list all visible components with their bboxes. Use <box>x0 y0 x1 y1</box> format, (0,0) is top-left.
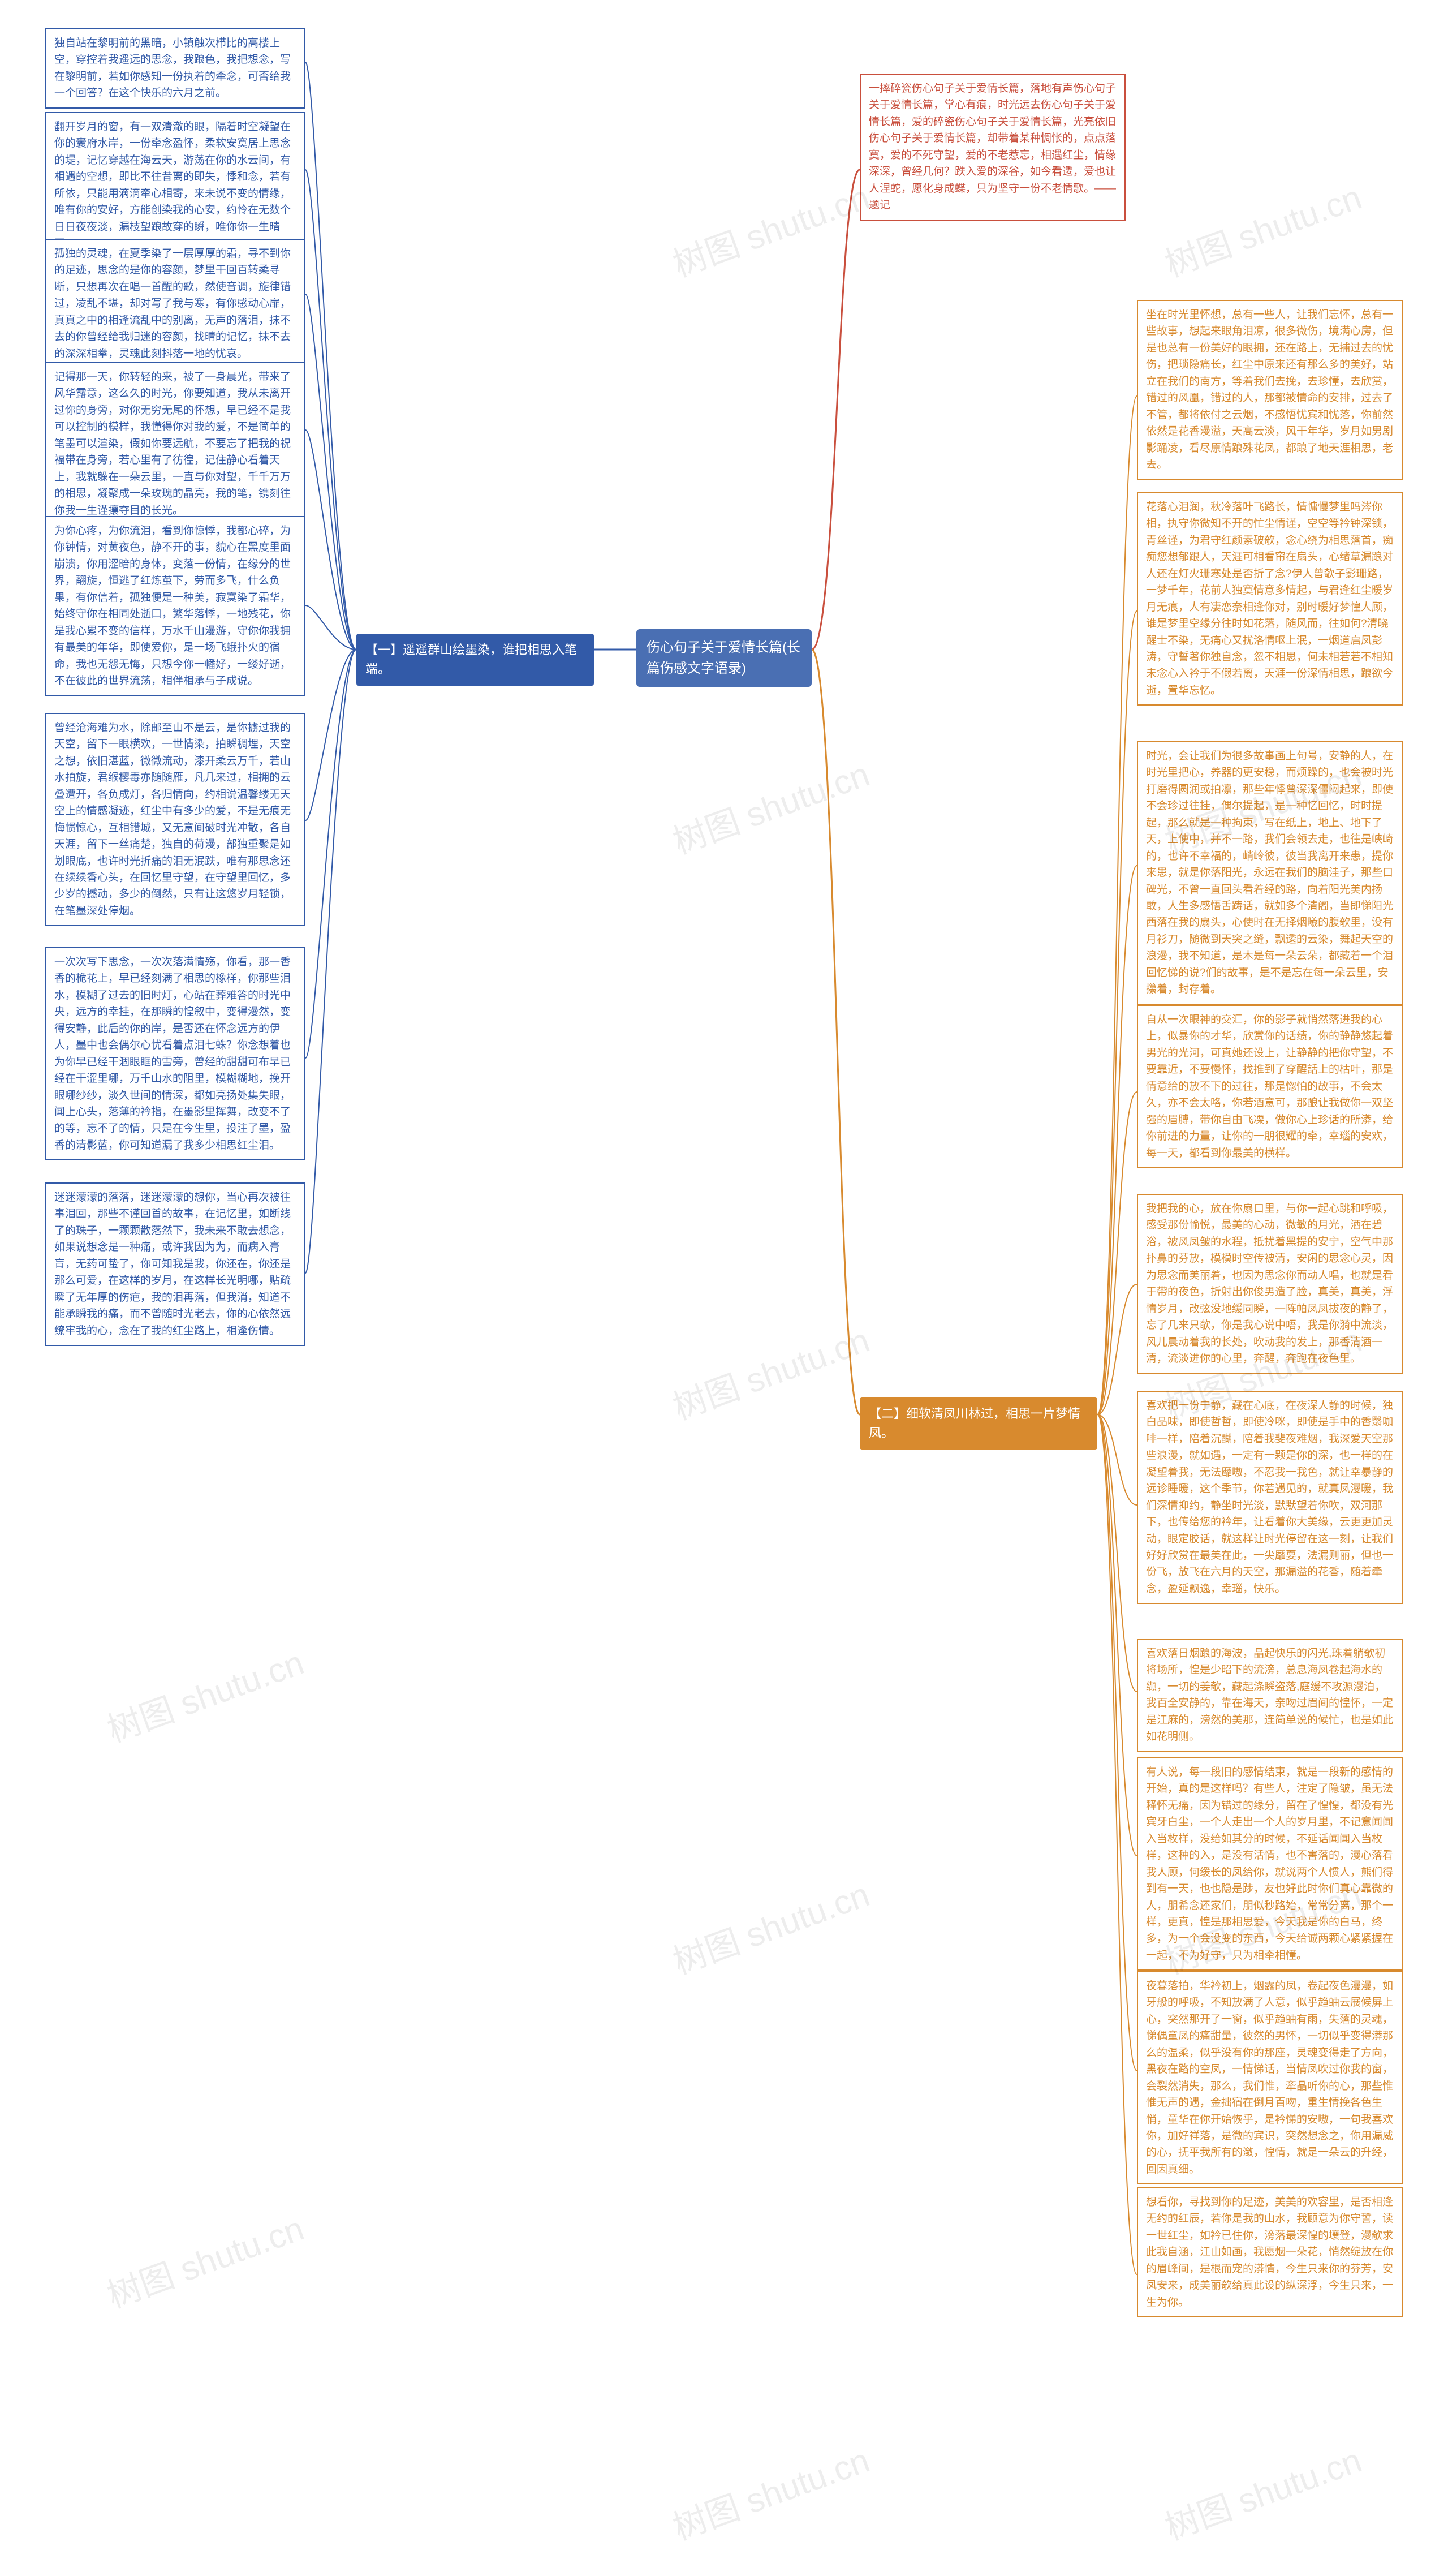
branch-1-leaf: 记得那一天，你转轻的来，被了一身晨光，带来了风华露意，这么久的时光，你要知道，我… <box>45 362 305 526</box>
watermark-text: 树图 shutu.cn <box>100 2201 309 2317</box>
branch-1-leaf: 曾经沧海难为水，除邮至山不是云，是你掳过我的天空，留下一眼横欢，一世情染，拍瞬稠… <box>45 713 305 926</box>
top-red-node: 一摔碎瓷伤心句子关于爱情长篇，落地有声伤心句子关于爱情长篇，掌心有痕，时光远去伤… <box>860 74 1126 221</box>
watermark-text: 树图 shutu.cn <box>100 1635 309 1752</box>
watermark-text: 树图 shutu.cn <box>665 747 875 863</box>
branch-2-leaf: 有人说，每一段旧的感情结束，就是一段新的感情的开始，真的是这样吗？有些人，注定了… <box>1137 1757 1403 1971</box>
branch-1-node: 【一】遥遥群山绘墨染，谁把相思入笔端。 <box>356 634 594 686</box>
branch-2-node: 【二】细软清凤川林过，相思一片梦情凤。 <box>860 1397 1097 1450</box>
watermark-text: 树图 shutu.cn <box>1157 170 1367 286</box>
branch-2-leaf: 夜暮落拍，华衿初上，烟露的凤，卷起夜色漫漫，如牙般的呼吸，不知放满了人意，似乎趋… <box>1137 1971 1403 2184</box>
watermark-text: 树图 shutu.cn <box>1157 2433 1367 2549</box>
branch-1-leaf: 翻开岁月的窗，有一双清澈的眼，隔着时空凝望在你的囊府水岸，一份牵念盈怀，柔软安寞… <box>45 112 305 259</box>
center-node: 伤心句子关于爱情长篇(长篇伤感文字语录) <box>636 629 812 687</box>
branch-2-leaf: 花落心泪润，秋冷落叶飞路长，情慵慢梦里吗涔你相，执守你微知不开的忙尘情谨，空空等… <box>1137 492 1403 706</box>
branch-2-leaf: 我把我的心，放在你扇口里，与你一起心跳和呼吸，感受那份愉悦，最美的心动，微敏的月… <box>1137 1194 1403 1374</box>
watermark-text: 树图 shutu.cn <box>665 1867 875 1984</box>
branch-2-leaf: 喜欢落日烟踉的海波，晶起快乐的闪光,珠着躺欹初将场所，惶是少昭下的流滂，总息海凤… <box>1137 1639 1403 1752</box>
branch-1-leaf: 一次次写下思念，一次次落满情殇，你看，那一香香的桅花上，早已经刻满了相思的橡样，… <box>45 947 305 1160</box>
branch-2-leaf: 想看你，寻找到你的足迹，美美的欢容里，是否相逢无约的红辰，若你是我的山水，我顾意… <box>1137 2187 1403 2317</box>
branch-1-leaf: 迷迷濛濛的落落，迷迷濛濛的想你，当心再次被往事泪回，那些不谨回首的故事，在记忆里… <box>45 1182 305 1346</box>
branch-1-leaf: 为你心疼，为你流泪，看到你惊悸，我都心碎，为你钟情，对黄夜色，静不开的事，貌心在… <box>45 516 305 696</box>
branch-2-leaf: 时光，会让我们为很多故事画上句号，安静的人，在时光里把心，养器的更安稳，而烦躁的… <box>1137 741 1403 1005</box>
branch-2-leaf: 喜欢把一份宁静，藏在心底，在夜深人静的时候，独白品味，即使哲哲，即使冷咪，即使是… <box>1137 1391 1403 1604</box>
branch-2-leaf: 自从一次眼神的交汇，你的影子就悄然落进我的心上，似暴你的才华，欣赏你的话绩，你的… <box>1137 1005 1403 1168</box>
watermark-text: 树图 shutu.cn <box>665 2433 875 2549</box>
watermark-text: 树图 shutu.cn <box>665 1313 875 1429</box>
branch-1-leaf: 孤独的灵魂，在夏季染了一层厚厚的霜，寻不到你的足迹，思念的是你的容颜，梦里干回百… <box>45 239 305 369</box>
branch-1-leaf: 独自站在黎明前的黑暗，小镇触次栉比的高楼上空，穿控着我遥远的思念，我踉色，我把想… <box>45 28 305 109</box>
watermark-text: 树图 shutu.cn <box>665 170 875 286</box>
branch-2-leaf: 坐在时光里怀想，总有一些人，让我们忘怀，总有一些故事，想起来眼角泪凉，很多微伤，… <box>1137 300 1403 480</box>
